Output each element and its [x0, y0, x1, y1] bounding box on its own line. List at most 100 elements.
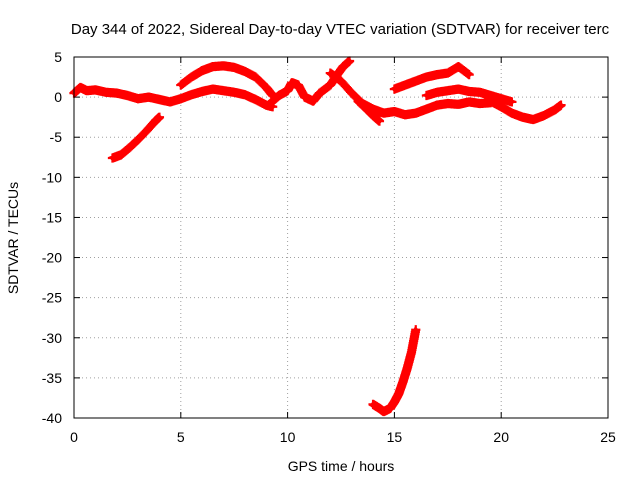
data-point [118, 152, 124, 158]
data-point [477, 101, 483, 106]
data-point [456, 64, 461, 69]
data-point [456, 86, 461, 92]
data-point [520, 114, 525, 120]
data-point [296, 82, 301, 88]
series-arc-5 [353, 96, 385, 126]
data-point [199, 89, 205, 94]
data-point [377, 406, 382, 411]
data-point [135, 137, 141, 142]
data-point [178, 96, 183, 101]
data-point [409, 350, 414, 355]
data-point [110, 155, 115, 161]
data-point [125, 93, 130, 98]
data-point [210, 86, 216, 92]
data-point [445, 88, 450, 93]
data-point [78, 85, 83, 90]
data-point [445, 70, 450, 76]
data-point [144, 128, 149, 134]
data-point [364, 106, 369, 112]
x-tick-label: 0 [70, 429, 78, 445]
data-point [199, 68, 205, 73]
x-tick-label: 20 [493, 429, 509, 445]
data-point [135, 96, 141, 101]
data-point [381, 409, 386, 414]
data-point [381, 110, 386, 116]
data-point [387, 406, 393, 411]
data-point [400, 379, 406, 385]
series-arc-7 [421, 84, 517, 107]
data-point [289, 80, 295, 85]
data-point [424, 93, 429, 98]
data-point [146, 94, 151, 100]
data-point [434, 72, 440, 77]
data-point [370, 113, 376, 118]
data-point [338, 78, 344, 84]
data-point [499, 96, 504, 101]
data-point [445, 101, 450, 106]
data-point [424, 74, 429, 80]
x-tick-label: 25 [600, 429, 616, 445]
data-point [242, 69, 248, 74]
data-point [84, 88, 90, 93]
data-point [466, 89, 472, 94]
plot-frame [73, 56, 609, 419]
data-track-arc-1 [69, 82, 278, 112]
series-arc-2 [176, 61, 278, 101]
data-point [509, 110, 515, 116]
x-tick-label: 15 [387, 429, 403, 445]
data-point [210, 64, 216, 69]
data-point [221, 88, 226, 93]
data-point [189, 92, 194, 97]
x-tick-label: 5 [177, 429, 185, 445]
data-point [270, 98, 275, 104]
y-tick-label: -15 [42, 209, 62, 225]
data-point [189, 74, 194, 80]
data-point [232, 65, 237, 70]
data-point [541, 113, 547, 118]
data-point [402, 82, 408, 88]
data-point [285, 88, 290, 93]
data-point [178, 82, 183, 88]
data-point [328, 70, 333, 76]
data-point [276, 93, 282, 98]
data-point [413, 110, 418, 116]
grid-lines [74, 57, 608, 418]
data-point [302, 94, 307, 100]
series-arc-8 [485, 96, 566, 125]
y-tick-label: -25 [42, 290, 62, 306]
data-point [405, 366, 410, 371]
axis-ticks: 0 5 10 15 20 25 5 0 -5 -10 -15 -20 -25 -30 -35 -40 [42, 49, 616, 445]
data-point [434, 102, 440, 108]
y-tick-label: 0 [54, 89, 62, 105]
data-point [396, 391, 401, 397]
series-arc-9 [107, 112, 165, 163]
y-tick-label: -35 [42, 370, 62, 386]
data-point [340, 64, 346, 69]
data-point [552, 107, 557, 113]
data-point [413, 78, 418, 84]
data-point [392, 109, 397, 114]
data-point [392, 399, 397, 405]
data-point [311, 98, 316, 104]
data-point [509, 99, 515, 105]
data-point [347, 58, 352, 64]
series-arc-1 [69, 82, 278, 112]
data-point [157, 97, 162, 102]
data-point [152, 118, 158, 124]
x-tick-label: 10 [280, 429, 296, 445]
data-point [328, 82, 333, 88]
data-point [377, 118, 382, 124]
data-point [499, 104, 504, 109]
data-point [488, 98, 493, 104]
data-point [349, 90, 354, 96]
data-point [317, 90, 322, 96]
data-points [69, 56, 566, 417]
data-point [558, 102, 564, 108]
data-point [413, 327, 418, 332]
data-point [466, 99, 472, 105]
data-point [253, 97, 258, 102]
data-point [103, 90, 109, 95]
data-point [264, 102, 269, 108]
